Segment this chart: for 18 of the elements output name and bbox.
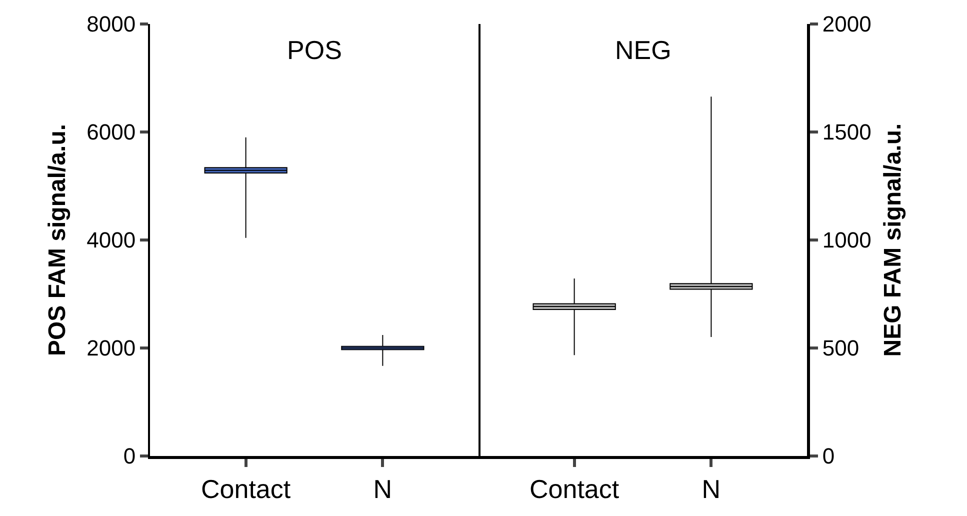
y-tick-label: 1000 xyxy=(822,228,872,253)
y-tick-label: 4000 xyxy=(86,228,136,253)
y-tick-label: 2000 xyxy=(86,336,136,361)
y-tick-label: 500 xyxy=(822,336,860,361)
chart-title: POS xyxy=(287,35,342,65)
y-tick-label: 8000 xyxy=(86,12,136,37)
y-axis-title: POS FAM signal/a.u. xyxy=(44,124,72,356)
x-tick-label: N xyxy=(702,474,721,504)
y-tick-label: 1500 xyxy=(822,120,872,145)
y-tick-label: 2000 xyxy=(822,12,872,37)
x-tick-label: Contact xyxy=(201,474,292,504)
y-tick-label: 0 xyxy=(123,444,136,469)
x-tick-label: N xyxy=(373,474,392,504)
y-tick-label: 0 xyxy=(822,444,835,469)
x-tick-label: Contact xyxy=(530,474,620,504)
y-tick-label: 6000 xyxy=(86,120,136,145)
chart-title: NEG xyxy=(615,35,672,65)
y-axis-title: NEG FAM signal/a.u. xyxy=(880,123,907,357)
